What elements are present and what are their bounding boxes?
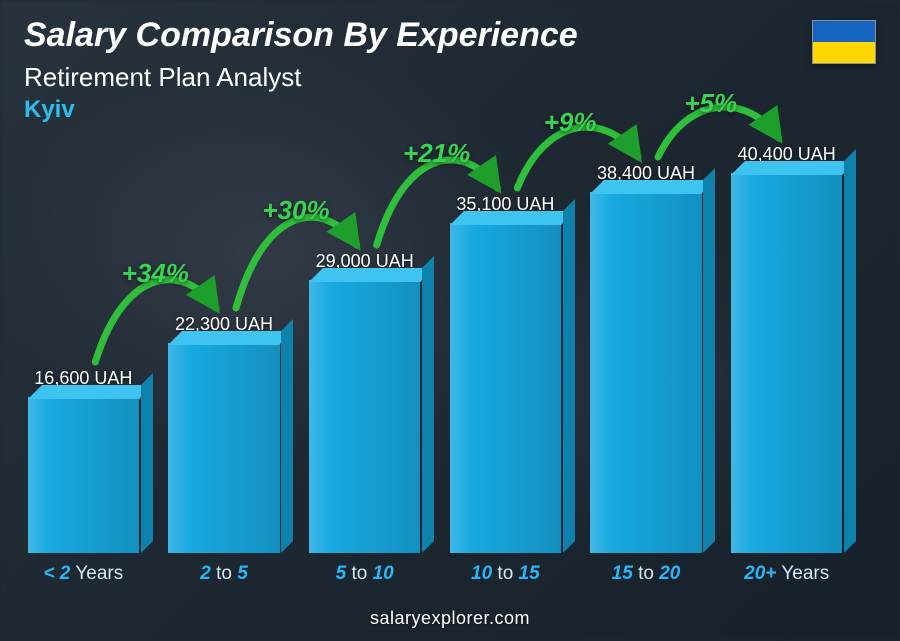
bar-front	[731, 173, 842, 553]
bar-category-label: 15 to 20	[612, 563, 681, 585]
bar-group: 22,300 UAH2 to 5	[161, 314, 288, 585]
bar-category-label: 20+ Years	[744, 563, 829, 585]
bar-front	[450, 223, 561, 553]
increase-percent-label: +21%	[403, 138, 470, 169]
bar-group: 40,400 UAH20+ Years	[723, 144, 850, 585]
bar-group: 38,400 UAH15 to 20	[583, 163, 710, 585]
bar-front	[28, 397, 139, 553]
increase-percent-label: +9%	[544, 107, 597, 138]
bar-side-face	[422, 256, 434, 553]
bar-category-label: 2 to 5	[200, 563, 248, 585]
bar-category-label: 10 to 15	[471, 563, 540, 585]
bar-category-label: 5 to 10	[336, 563, 394, 585]
bar-front	[309, 280, 420, 553]
flag-ukraine	[812, 20, 876, 64]
page-subtitle: Retirement Plan Analyst	[24, 62, 301, 93]
bar-front	[590, 192, 701, 553]
city-label: Kyiv	[24, 96, 75, 124]
bar-side-face	[703, 168, 715, 553]
bar-group: 16,600 UAH< 2 Years	[20, 368, 147, 585]
bar-top-face	[309, 268, 434, 282]
bar-side-face	[844, 149, 856, 553]
bar-group: 35,100 UAH10 to 15	[442, 194, 569, 585]
bar	[161, 343, 288, 553]
increase-percent-label: +5%	[684, 88, 737, 119]
bar	[20, 397, 147, 553]
bar-top-face	[168, 331, 293, 345]
bar-category-label: < 2 Years	[43, 563, 123, 585]
bar-side-face	[563, 199, 575, 553]
bar-front	[168, 343, 279, 553]
bar	[442, 223, 569, 553]
flag-bottom-stripe	[813, 42, 875, 63]
footer-attribution: salaryexplorer.com	[0, 608, 900, 629]
bar-top-face	[590, 180, 715, 194]
bar-side-face	[281, 319, 293, 553]
flag-top-stripe	[813, 21, 875, 42]
page-title: Salary Comparison By Experience	[24, 16, 578, 55]
bar-side-face	[141, 373, 153, 553]
stage: Salary Comparison By Experience Retireme…	[0, 0, 900, 641]
bar	[301, 280, 428, 553]
bar	[723, 173, 850, 553]
bar-top-face	[731, 161, 856, 175]
bar	[583, 192, 710, 553]
increase-percent-label: +34%	[122, 258, 189, 289]
bar-chart: 16,600 UAH< 2 Years22,300 UAH2 to 529,00…	[20, 125, 850, 585]
bar-group: 29,000 UAH5 to 10	[301, 251, 428, 585]
bar-top-face	[28, 385, 153, 399]
bar-top-face	[450, 211, 575, 225]
increase-percent-label: +30%	[262, 195, 329, 226]
